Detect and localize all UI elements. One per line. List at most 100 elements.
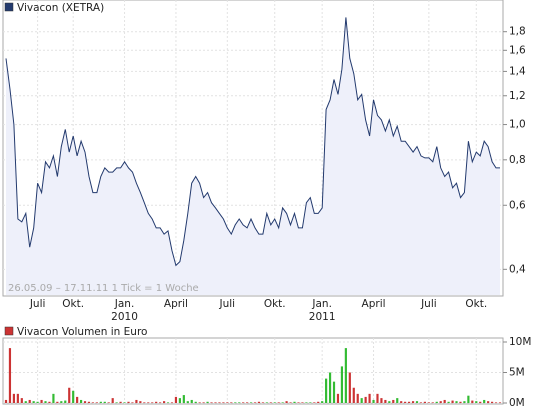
volume-bar	[174, 396, 178, 403]
x-tick-label: Okt.	[465, 298, 488, 310]
volume-bar	[52, 393, 55, 403]
volume-frame	[2, 337, 504, 405]
volume-bar	[91, 402, 95, 403]
volume-bar	[16, 393, 19, 403]
volume-bar	[72, 390, 75, 403]
volume-bar	[447, 401, 450, 403]
y-tick-label: 5M	[509, 367, 525, 379]
volume-bar	[285, 401, 288, 403]
volume-bar	[463, 401, 466, 403]
volume-bar	[325, 378, 328, 403]
volume-bar	[483, 399, 486, 403]
volume-bar	[111, 398, 114, 403]
volume-bar	[261, 402, 264, 403]
volume-bar	[32, 401, 35, 403]
volume-bar	[388, 401, 391, 403]
volume-bar	[238, 402, 241, 403]
volume-bar	[384, 399, 387, 403]
x-tick-label: Okt.	[62, 298, 85, 310]
volume-bar	[475, 401, 478, 403]
volume-bar	[206, 401, 209, 403]
volume-bar	[87, 401, 91, 403]
volume-bar	[119, 401, 122, 403]
volume-bar	[356, 393, 359, 403]
volume-bar	[249, 402, 253, 403]
volume-bar	[269, 402, 272, 403]
volume-bar	[56, 401, 59, 403]
volume-bar	[83, 401, 87, 403]
volume-bar	[487, 401, 490, 403]
volume-bar	[451, 400, 454, 403]
volume-bar	[498, 402, 502, 403]
volume-bar	[376, 393, 379, 403]
volume-bar	[368, 393, 371, 403]
volume-bar	[242, 402, 245, 403]
volume-bar	[44, 401, 47, 403]
volume-bar	[135, 399, 138, 403]
volume-bar	[143, 402, 146, 403]
y-tick-label: 0,8	[509, 154, 526, 166]
volume-bar	[218, 402, 221, 403]
volume-bar	[344, 348, 347, 403]
volume-bar	[222, 402, 225, 403]
volume-bar	[28, 399, 31, 403]
volume-bar	[336, 393, 340, 403]
legend-label: Vivacon (XETRA)	[17, 2, 104, 14]
volume-bar	[64, 400, 67, 403]
volume-bar	[103, 401, 106, 403]
y-tick-label: 0,4	[509, 263, 526, 275]
volume-bar	[257, 401, 261, 403]
volume-bar	[415, 401, 419, 403]
volume-bar	[352, 387, 355, 403]
volume-bar	[24, 401, 27, 403]
y-tick-label: 1,2	[509, 90, 526, 102]
volume-bar	[400, 401, 403, 403]
x-tick-label: Jan. 2010	[111, 298, 138, 323]
volume-bar	[321, 401, 324, 403]
volume-bar	[313, 402, 316, 403]
volume-bar	[162, 401, 166, 403]
volume-bar	[404, 401, 407, 403]
volume-bar	[68, 387, 71, 403]
volume-bar	[443, 399, 446, 403]
volume-bar	[479, 401, 482, 403]
volume-bar	[408, 401, 411, 403]
volume-bar	[431, 402, 434, 403]
volume-bar	[214, 402, 217, 403]
y-tick-label: 10M	[509, 336, 531, 348]
volume-bar	[427, 402, 430, 403]
area	[6, 17, 500, 296]
volume-bar	[226, 402, 229, 403]
volume-bar	[423, 401, 426, 403]
volume-bar	[131, 402, 134, 403]
volume-bar	[115, 402, 118, 403]
volume-bar	[48, 401, 51, 403]
volume-bar	[80, 399, 83, 403]
volume-bar	[348, 372, 351, 403]
y-tick-label: 1,4	[509, 65, 526, 77]
y-tick-label: 1,0	[509, 119, 526, 131]
volume-bar	[467, 395, 470, 403]
volume-bar	[277, 402, 280, 403]
y-tick-label: 1,8	[509, 26, 526, 38]
volume-bar	[178, 398, 181, 403]
volume-bar	[127, 401, 130, 403]
x-tick-label: April	[163, 298, 188, 310]
volume-bar	[491, 401, 494, 403]
y-tick-label: 0M	[509, 397, 525, 409]
volume-bar	[230, 402, 233, 403]
volume-bar	[95, 402, 98, 403]
legend-swatch	[4, 2, 14, 12]
volume-bar	[364, 396, 367, 403]
x-tick-label: Jan. 2011	[308, 298, 336, 323]
x-tick-label: Juli	[219, 298, 236, 310]
volume-bar	[396, 398, 399, 403]
volume-bar	[202, 402, 205, 403]
volume-bar	[455, 401, 458, 403]
volume-bar	[12, 393, 15, 403]
volume-bar	[340, 366, 344, 403]
x-tick-label: Juli	[421, 298, 437, 310]
x-tick-label: April	[361, 298, 386, 310]
